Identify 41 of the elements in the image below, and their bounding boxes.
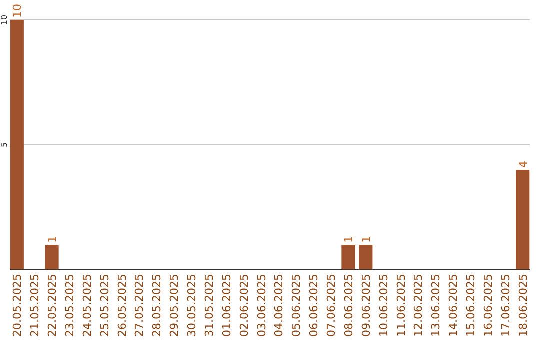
x-tick-label: 11.06.2025 bbox=[394, 274, 408, 337]
x-tick-label: 13.06.2025 bbox=[430, 274, 443, 337]
data-label: 10 bbox=[11, 4, 24, 18]
x-tick-label: 18.06.2025 bbox=[516, 274, 530, 337]
x-tick-label: 03.06.2025 bbox=[255, 274, 268, 337]
bar bbox=[516, 170, 530, 270]
x-tick-label: 28.05.2025 bbox=[150, 274, 164, 337]
x-tick-label: 26.05.2025 bbox=[116, 274, 129, 337]
data-label: 1 bbox=[46, 236, 60, 243]
bar bbox=[45, 245, 59, 270]
x-tick-label: 29.05.2025 bbox=[168, 274, 182, 337]
x-tick-label: 07.06.2025 bbox=[325, 274, 338, 337]
x-tick-label: 24.05.2025 bbox=[80, 274, 94, 337]
x-tick-label: 05.06.2025 bbox=[290, 274, 304, 337]
bar bbox=[342, 245, 356, 270]
bar bbox=[10, 20, 24, 270]
data-label: 4 bbox=[516, 161, 530, 168]
x-tick-label: 30.05.2025 bbox=[186, 274, 199, 337]
x-tick-label: 15.06.2025 bbox=[464, 274, 478, 337]
x-tick-label: 20.05.2025 bbox=[11, 274, 24, 337]
x-tick-label: 06.06.2025 bbox=[308, 274, 321, 337]
x-tick-label: 27.05.2025 bbox=[133, 274, 146, 337]
x-tick-label: 17.06.2025 bbox=[499, 274, 512, 337]
x-tick-label: 25.05.2025 bbox=[98, 274, 112, 337]
y-tick-label: 5 bbox=[0, 142, 9, 148]
x-tick-label: 12.06.2025 bbox=[412, 274, 426, 337]
x-tick-label: 01.06.2025 bbox=[220, 274, 234, 337]
data-label: 1 bbox=[360, 236, 373, 243]
x-tick-label: 21.05.2025 bbox=[28, 274, 42, 337]
data-label: 1 bbox=[342, 236, 356, 243]
x-tick-label: 02.06.2025 bbox=[238, 274, 251, 337]
x-tick-label: 04.06.2025 bbox=[272, 274, 286, 337]
x-tick-label: 14.06.2025 bbox=[447, 274, 460, 337]
x-tick-label: 31.05.2025 bbox=[202, 274, 216, 337]
x-tick-label: 09.06.2025 bbox=[360, 274, 373, 337]
x-tick-label: 23.05.2025 bbox=[63, 274, 76, 337]
x-tick-label: 08.06.2025 bbox=[342, 274, 356, 337]
bar bbox=[359, 245, 373, 270]
x-tick-label: 16.06.2025 bbox=[482, 274, 495, 337]
x-tick-label: 10.06.2025 bbox=[377, 274, 390, 337]
x-tick-label: 22.05.2025 bbox=[46, 274, 60, 337]
